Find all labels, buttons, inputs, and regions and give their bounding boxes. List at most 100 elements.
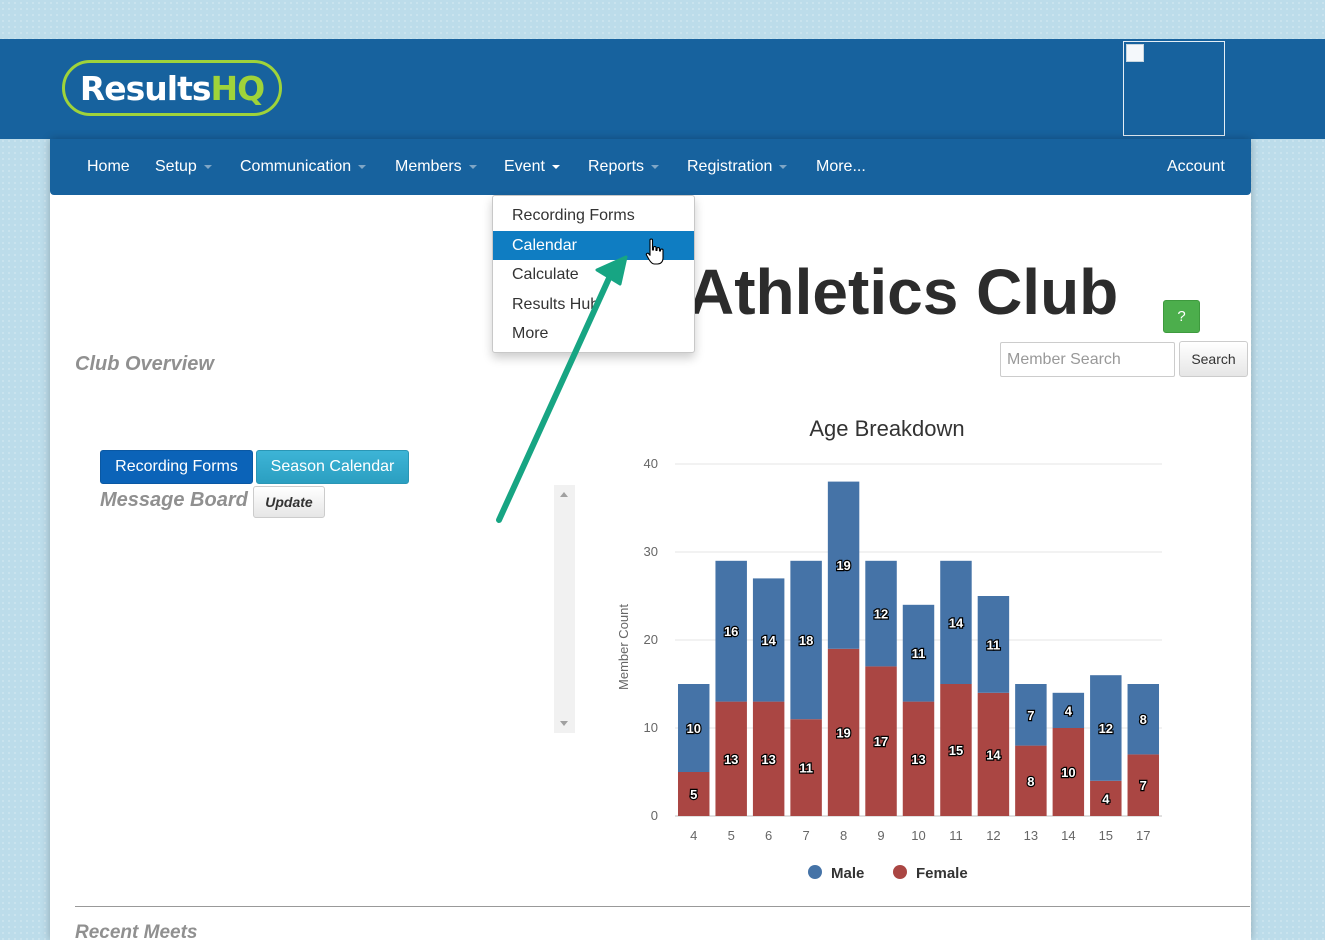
x-tick-label: 12 xyxy=(986,828,1000,843)
bar-segment-female xyxy=(827,648,860,816)
nav-account[interactable]: Account xyxy=(1167,158,1225,175)
site-header: ResultsHQ xyxy=(0,39,1325,139)
bar-segment-female xyxy=(715,701,747,816)
legend-marker-male xyxy=(808,865,822,879)
help-button[interactable]: ? xyxy=(1163,300,1200,333)
data-label: 4 xyxy=(1102,791,1110,806)
bar-segment-female xyxy=(790,719,822,816)
logo-text: ResultsHQ xyxy=(79,68,265,108)
data-label: 16 xyxy=(724,624,738,639)
menu-item-results-hub[interactable]: Results Hub xyxy=(512,296,600,313)
club-overview-heading: Club Overview xyxy=(75,353,214,375)
event-dropdown-menu: Recording Forms Calendar Calculate Resul… xyxy=(492,195,695,353)
bar-segment-male xyxy=(977,596,1010,693)
resultshq-logo[interactable]: ResultsHQ xyxy=(62,60,282,116)
bar-segment-male xyxy=(1127,684,1160,755)
bar-segment-female xyxy=(752,701,785,816)
x-tick-label: 15 xyxy=(1099,828,1113,843)
chart-y-axis-label: Member Count xyxy=(616,604,631,690)
x-tick-label: 17 xyxy=(1136,828,1150,843)
data-label: 18 xyxy=(799,633,813,648)
chevron-down-icon xyxy=(779,164,788,169)
season-calendar-button[interactable]: Season Calendar xyxy=(256,450,409,484)
data-label: 10 xyxy=(1061,765,1075,780)
bar-segment-male xyxy=(865,560,897,667)
data-label: 4 xyxy=(1065,703,1073,718)
broken-image-placeholder xyxy=(1123,41,1225,136)
bar-segment-female xyxy=(865,666,897,816)
menu-item-more[interactable]: More xyxy=(512,325,549,342)
scroll-down-icon[interactable] xyxy=(560,721,568,726)
data-label: 13 xyxy=(761,752,775,767)
chevron-down-icon xyxy=(551,164,560,169)
x-tick-label: 11 xyxy=(949,828,963,843)
nav-communication[interactable]: Communication xyxy=(240,158,367,176)
message-board-scrollbar[interactable] xyxy=(554,485,575,733)
nav-more[interactable]: More... xyxy=(816,158,866,175)
bar-segment-male xyxy=(677,684,710,772)
nav-members[interactable]: Members xyxy=(395,158,477,176)
recent-meets-heading: Recent Meets xyxy=(75,922,198,940)
nav-home[interactable]: Home xyxy=(87,158,130,175)
hand-cursor-icon xyxy=(645,238,664,265)
bar-segment-female xyxy=(677,772,710,816)
nav-event[interactable]: Event xyxy=(504,158,560,176)
nav-setup[interactable]: Setup xyxy=(155,158,212,176)
bar-segment-male xyxy=(790,560,822,720)
nav-reports[interactable]: Reports xyxy=(588,158,660,176)
bar-segment-male xyxy=(715,560,747,702)
club-title: Athletics Club xyxy=(688,256,1119,328)
bar-segment-male xyxy=(1015,684,1047,746)
data-label: 15 xyxy=(949,743,963,758)
chart-bars xyxy=(677,481,1160,816)
member-search-input[interactable]: Member Search xyxy=(1000,342,1175,377)
scroll-up-icon[interactable] xyxy=(560,492,568,497)
bar-segment-male xyxy=(1090,675,1122,781)
main-navbar: Home Setup Communication Members Event R… xyxy=(50,139,1251,195)
data-label: 11 xyxy=(987,637,1001,652)
data-label: 12 xyxy=(1099,721,1113,736)
update-button[interactable]: Update xyxy=(253,486,325,518)
data-label: 14 xyxy=(949,615,964,630)
chart-data-labels: 5 10 13 16 13 14 11 18 19 19 17 12 13 11 15 14 14 11 8 7 10 4… xyxy=(685,557,1148,808)
bar-segment-male xyxy=(902,604,935,702)
recording-forms-button[interactable]: Recording Forms xyxy=(100,450,253,484)
x-tick-label: 8 xyxy=(840,828,847,843)
data-label: 14 xyxy=(986,747,1001,762)
chart-title: Age Breakdown xyxy=(809,416,964,441)
chart-legend[interactable]: Male Female xyxy=(808,865,968,882)
x-tick-label: 4 xyxy=(690,828,697,843)
data-label: 10 xyxy=(686,721,700,736)
nav-registration[interactable]: Registration xyxy=(687,158,788,176)
y-tick-label: 10 xyxy=(644,720,658,735)
bar-segment-female xyxy=(1127,754,1160,816)
data-label: 14 xyxy=(761,633,776,648)
data-label: 12 xyxy=(874,607,888,622)
bar-segment-male xyxy=(940,560,972,684)
bar-segment-female xyxy=(977,692,1010,816)
x-tick-label: 9 xyxy=(877,828,884,843)
chevron-down-icon xyxy=(358,164,367,169)
menu-item-recording-forms[interactable]: Recording Forms xyxy=(512,207,635,224)
y-tick-label: 30 xyxy=(644,544,658,559)
y-tick-label: 0 xyxy=(651,808,658,823)
data-label: 19 xyxy=(836,558,850,573)
y-tick-label: 20 xyxy=(644,632,658,647)
broken-image-icon xyxy=(1126,44,1144,62)
bar-segment-female xyxy=(902,701,935,816)
data-label: 11 xyxy=(799,761,813,776)
x-tick-label: 6 xyxy=(765,828,772,843)
bar-segment-female xyxy=(940,684,972,816)
x-tick-label: 14 xyxy=(1061,828,1075,843)
y-tick-label: 40 xyxy=(644,456,658,471)
chevron-down-icon xyxy=(203,164,212,169)
data-label: 8 xyxy=(1027,774,1034,789)
data-label: 17 xyxy=(874,734,888,749)
data-label: 13 xyxy=(724,752,738,767)
search-button[interactable]: Search xyxy=(1179,341,1248,377)
data-label: 11 xyxy=(912,646,926,661)
bar-segment-female xyxy=(1052,728,1085,816)
x-tick-label: 5 xyxy=(728,828,735,843)
x-tick-label: 13 xyxy=(1024,828,1038,843)
message-board-heading: Message Board xyxy=(100,489,248,511)
